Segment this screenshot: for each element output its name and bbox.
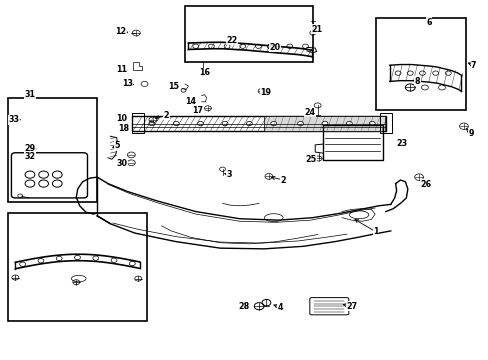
Circle shape — [129, 261, 135, 266]
Text: 5: 5 — [114, 141, 119, 150]
Text: 14: 14 — [185, 97, 196, 106]
Text: 15: 15 — [168, 82, 179, 91]
Circle shape — [197, 121, 203, 126]
Circle shape — [74, 255, 80, 260]
Circle shape — [246, 121, 252, 126]
Circle shape — [173, 121, 179, 126]
Text: 11: 11 — [116, 65, 127, 74]
Text: 33: 33 — [9, 115, 20, 124]
Circle shape — [149, 121, 155, 126]
Circle shape — [368, 121, 374, 126]
Text: 8: 8 — [414, 77, 420, 86]
Circle shape — [346, 121, 351, 126]
Text: 9: 9 — [468, 129, 473, 138]
Circle shape — [407, 71, 412, 75]
Circle shape — [224, 44, 229, 48]
Circle shape — [271, 44, 277, 48]
Text: 28: 28 — [238, 302, 249, 311]
Text: 27: 27 — [346, 302, 357, 311]
Text: 25: 25 — [305, 155, 316, 164]
Text: 13: 13 — [122, 80, 133, 89]
Text: 19: 19 — [260, 87, 270, 96]
Circle shape — [111, 258, 117, 262]
Text: 26: 26 — [420, 180, 430, 189]
Circle shape — [38, 258, 44, 263]
Circle shape — [56, 256, 62, 261]
Circle shape — [297, 121, 303, 126]
Text: 10: 10 — [116, 114, 127, 123]
Circle shape — [394, 71, 400, 75]
Text: 3: 3 — [225, 170, 231, 179]
Text: 20: 20 — [269, 43, 280, 52]
Text: 21: 21 — [310, 25, 322, 34]
Text: 12: 12 — [115, 27, 126, 36]
Text: 1: 1 — [373, 228, 378, 237]
Bar — [322, 125, 383, 160]
Text: 7: 7 — [470, 61, 475, 70]
Bar — [8, 98, 97, 202]
Text: 17: 17 — [191, 105, 203, 114]
Text: 22: 22 — [226, 36, 238, 45]
Text: 4: 4 — [277, 303, 282, 312]
Circle shape — [286, 44, 292, 48]
Bar — [132, 116, 385, 131]
Circle shape — [208, 44, 214, 48]
Text: 24: 24 — [304, 108, 315, 117]
Bar — [184, 6, 312, 62]
Text: 2: 2 — [163, 111, 169, 120]
Text: 18: 18 — [118, 123, 129, 132]
Bar — [264, 116, 384, 131]
Text: 23: 23 — [395, 139, 406, 148]
Text: 16: 16 — [199, 68, 209, 77]
Circle shape — [239, 44, 245, 48]
Bar — [8, 213, 147, 320]
Text: 2: 2 — [280, 176, 286, 185]
Text: 6: 6 — [425, 18, 431, 27]
Circle shape — [20, 262, 25, 266]
Circle shape — [222, 121, 227, 126]
Circle shape — [93, 256, 99, 260]
Text: 29: 29 — [24, 144, 36, 153]
Circle shape — [445, 71, 450, 75]
Bar — [132, 113, 144, 134]
Text: 31: 31 — [24, 90, 35, 99]
Bar — [375, 18, 466, 110]
Circle shape — [322, 121, 327, 126]
Circle shape — [419, 71, 425, 75]
Circle shape — [270, 121, 276, 126]
Circle shape — [432, 71, 438, 75]
Circle shape — [255, 44, 261, 48]
Text: 32: 32 — [24, 152, 36, 161]
Bar — [379, 113, 391, 134]
Circle shape — [192, 44, 198, 48]
Circle shape — [302, 44, 308, 48]
Text: 30: 30 — [116, 159, 127, 168]
